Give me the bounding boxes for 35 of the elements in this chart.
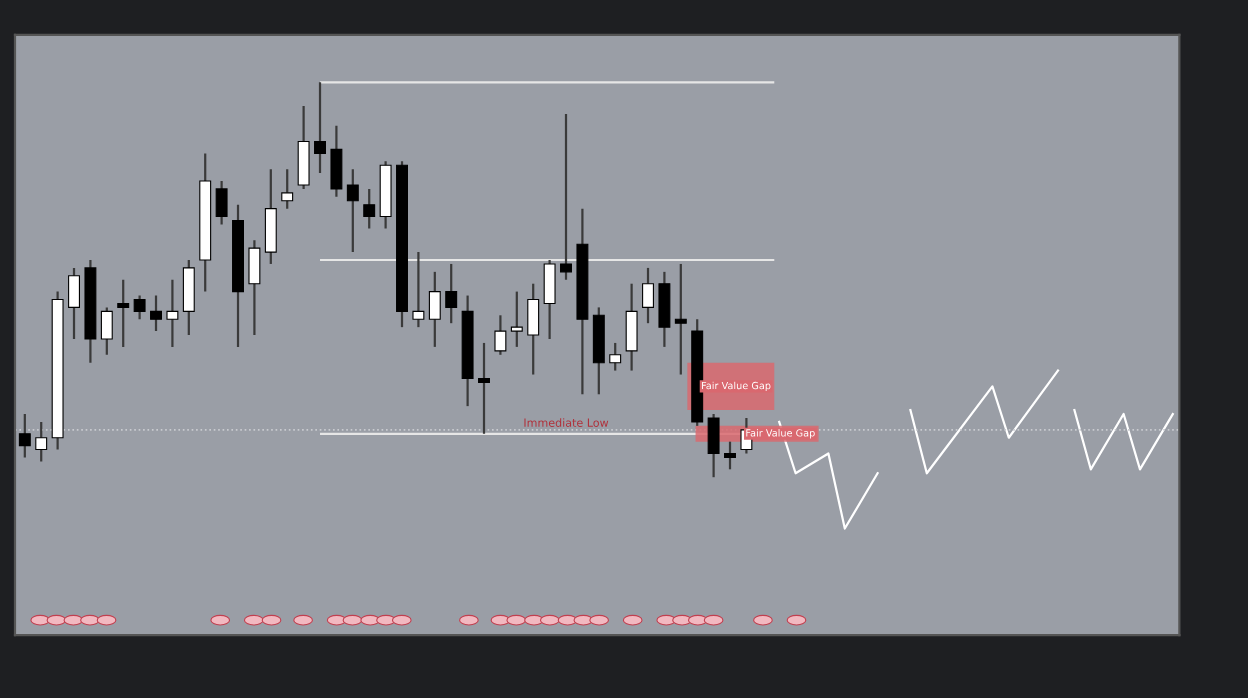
candlestick [494,314,507,356]
candlestick [428,270,441,348]
candlestick [724,440,736,471]
candlestick [642,266,654,325]
candlestick [35,420,48,463]
candlestick [133,294,146,321]
candlestick [560,112,572,281]
candlestick [445,262,458,325]
candlestick [346,168,359,254]
candlestick [412,251,425,329]
candlestick [363,187,376,230]
candlestick [264,168,277,266]
candlestick [182,258,195,337]
candlestick [609,341,622,372]
candlestick [100,306,113,356]
candlestick [68,266,80,341]
candlestick [248,239,261,337]
candlestick [314,81,326,175]
candlestick [18,412,31,459]
candlestick [527,282,540,376]
candlestick [117,278,130,348]
candlestick [658,270,671,348]
candlestick [150,294,162,333]
candlestick [510,290,523,348]
candlestick [166,278,179,348]
candlestick [281,168,294,210]
candlestick [674,262,687,376]
candlestick [215,179,228,226]
candlestick [707,412,720,479]
candlestick [543,258,556,341]
candlestick [625,282,638,372]
candlestick [478,341,490,435]
candlestick [330,124,343,198]
candlestick [592,306,605,396]
candlestick [297,104,310,191]
